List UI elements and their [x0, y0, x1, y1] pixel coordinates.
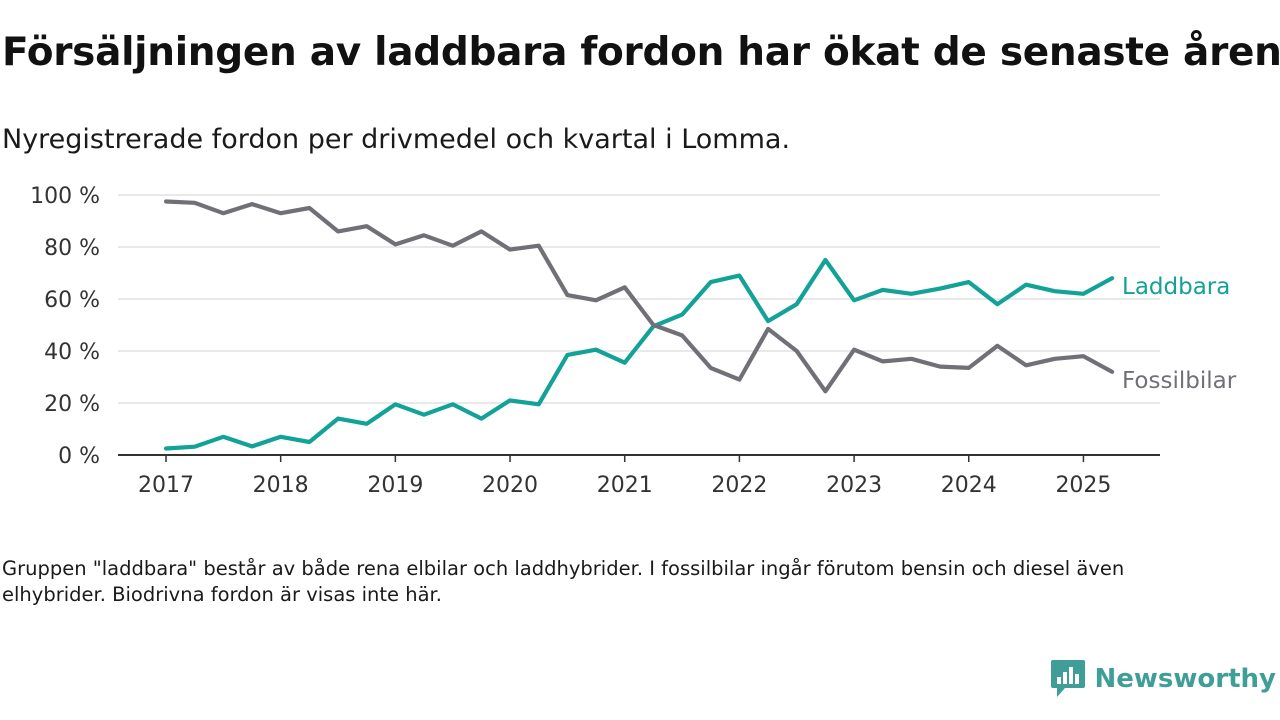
x-tick-label: 2024 — [941, 473, 997, 498]
series-labels: Laddbara Fossilbilar — [1122, 274, 1237, 394]
y-tick-label: 0 % — [58, 444, 100, 469]
y-tick-label: 40 % — [44, 340, 100, 365]
y-axis-tick-labels: 0 % 20 % 40 % 60 % 80 % 100 % — [30, 184, 100, 469]
chart-subtitle: Nyregistrerade fordon per drivmedel och … — [2, 124, 791, 155]
x-tick-label: 2025 — [1055, 473, 1111, 498]
x-tick-label: 2023 — [826, 473, 882, 498]
series-line-laddbara — [163, 257, 1115, 451]
x-tick-label: 2022 — [711, 473, 767, 498]
footnote: Gruppen "laddbara" består av både rena e… — [2, 557, 1125, 606]
brand-name: Newsworthy — [1094, 664, 1276, 694]
line-chart: 0 % 20 % 40 % 60 % 80 % 100 % 2017 2018 2019 202… — [30, 184, 1237, 498]
x-tick-label: 2019 — [367, 473, 423, 498]
x-tick-label: 2017 — [138, 473, 194, 498]
chart-title: Försäljningen av laddbara fordon har öka… — [2, 30, 1280, 75]
newsworthy-logo-icon — [1050, 660, 1085, 697]
x-tick-label: 2018 — [253, 473, 309, 498]
x-tick-label: 2020 — [482, 473, 538, 498]
gridlines — [118, 194, 1160, 456]
series-lines — [163, 199, 1115, 451]
x-tick-label: 2021 — [597, 473, 653, 498]
y-tick-label: 80 % — [44, 236, 100, 261]
series-line-fossilbilar — [163, 199, 1115, 394]
y-tick-label: 60 % — [44, 288, 100, 313]
brand: Newsworthy — [1050, 660, 1276, 698]
series-label-laddbara: Laddbara — [1122, 274, 1230, 300]
y-tick-label: 20 % — [44, 392, 100, 417]
x-axis-tick-labels: 2017 2018 2019 2020 2021 2022 2023 2024 2025 — [138, 455, 1111, 498]
series-label-fossilbilar: Fossilbilar — [1122, 368, 1237, 394]
y-tick-label: 100 % — [30, 184, 100, 209]
